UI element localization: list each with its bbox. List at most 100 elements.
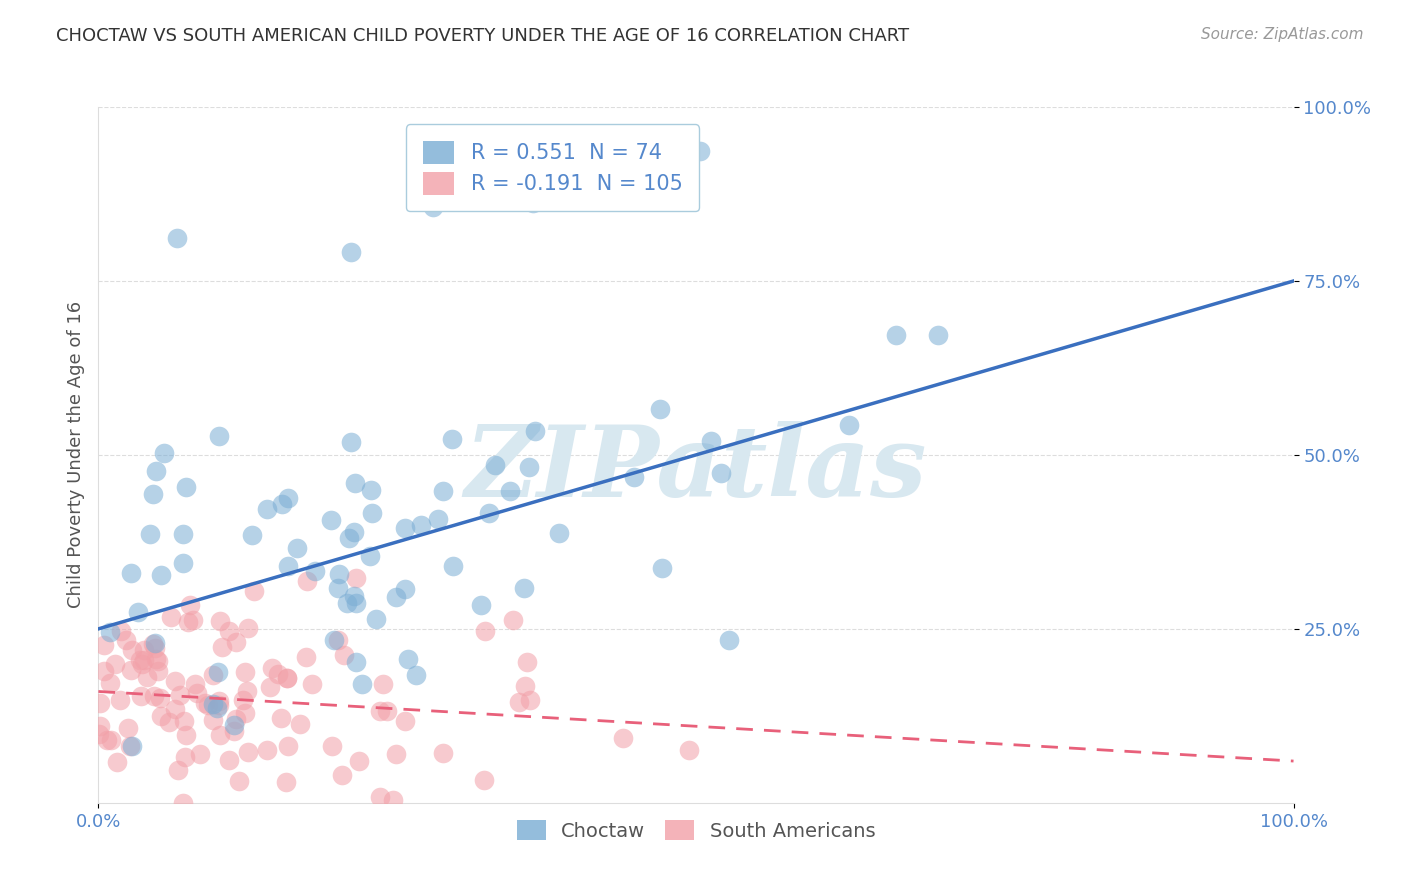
Point [165,702,187,716]
Point [524,425,547,439]
Point [165,673,187,688]
Point [184,676,207,690]
Point [167,763,190,777]
Point [208,614,231,628]
Point [276,671,298,685]
Point [110,624,132,638]
Point [120,663,142,677]
Point [326,632,349,647]
Point [360,483,382,497]
Point [118,739,141,754]
Point [233,665,256,679]
Point [336,595,359,609]
Point [146,664,169,678]
Point [98,676,121,690]
Point [98,625,121,640]
Point [128,653,150,667]
Point [710,467,733,481]
Point [267,667,290,681]
Text: Source: ZipAtlas.com: Source: ZipAtlas.com [1201,27,1364,42]
Point [270,711,292,725]
Point [396,652,419,666]
Point [117,721,139,735]
Point [174,728,197,742]
Point [236,684,259,698]
Point [160,610,183,624]
Point [478,506,501,520]
Point [394,714,416,728]
Point [179,598,201,612]
Point [143,689,166,703]
Point [297,574,319,589]
Point [201,697,224,711]
Point [115,633,138,648]
Point [135,670,157,684]
Point [623,470,645,484]
Point [145,652,167,666]
Point [548,526,571,541]
Point [93,665,115,679]
Point [157,714,180,729]
Point [174,480,197,494]
Point [360,506,382,520]
Point [174,749,197,764]
Point [211,640,233,654]
Point [344,571,367,585]
Point [121,566,143,580]
Point [502,613,524,627]
Point [499,483,522,498]
Point [516,655,538,669]
Point [678,743,700,757]
Point [236,746,259,760]
Point [149,690,172,705]
Point [359,549,381,563]
Point [208,698,231,712]
Point [139,527,162,541]
Point [344,596,367,610]
Point [337,531,360,545]
Point [208,728,231,742]
Point [169,688,191,702]
Point [238,622,260,636]
Point [343,589,366,603]
Y-axis label: Child Poverty Under the Age of 16: Child Poverty Under the Age of 16 [66,301,84,608]
Point [344,655,367,669]
Point [194,696,217,710]
Point [394,521,416,535]
Point [256,742,278,756]
Point [89,719,111,733]
Point [89,696,111,710]
Point [326,582,349,596]
Point [186,686,208,700]
Point [328,567,350,582]
Point [277,739,299,753]
Point [370,789,392,804]
Point [352,677,374,691]
Point [96,732,118,747]
Point [330,768,353,782]
Point [295,649,318,664]
Point [207,665,229,679]
Point [349,754,371,768]
Point [270,497,292,511]
Point [260,661,283,675]
Point [233,706,256,721]
Point [371,677,394,691]
Point [242,528,264,542]
Point [432,484,454,499]
Point [343,475,366,490]
Point [927,327,949,342]
Point [218,624,240,638]
Point [222,723,245,738]
Point [319,513,342,527]
Point [717,633,740,648]
Point [256,502,278,516]
Point [205,701,228,715]
Point [142,487,165,501]
Point [127,605,149,619]
Point [89,727,111,741]
Point [422,200,444,214]
Point [202,668,225,682]
Point [202,713,225,727]
Point [129,690,152,704]
